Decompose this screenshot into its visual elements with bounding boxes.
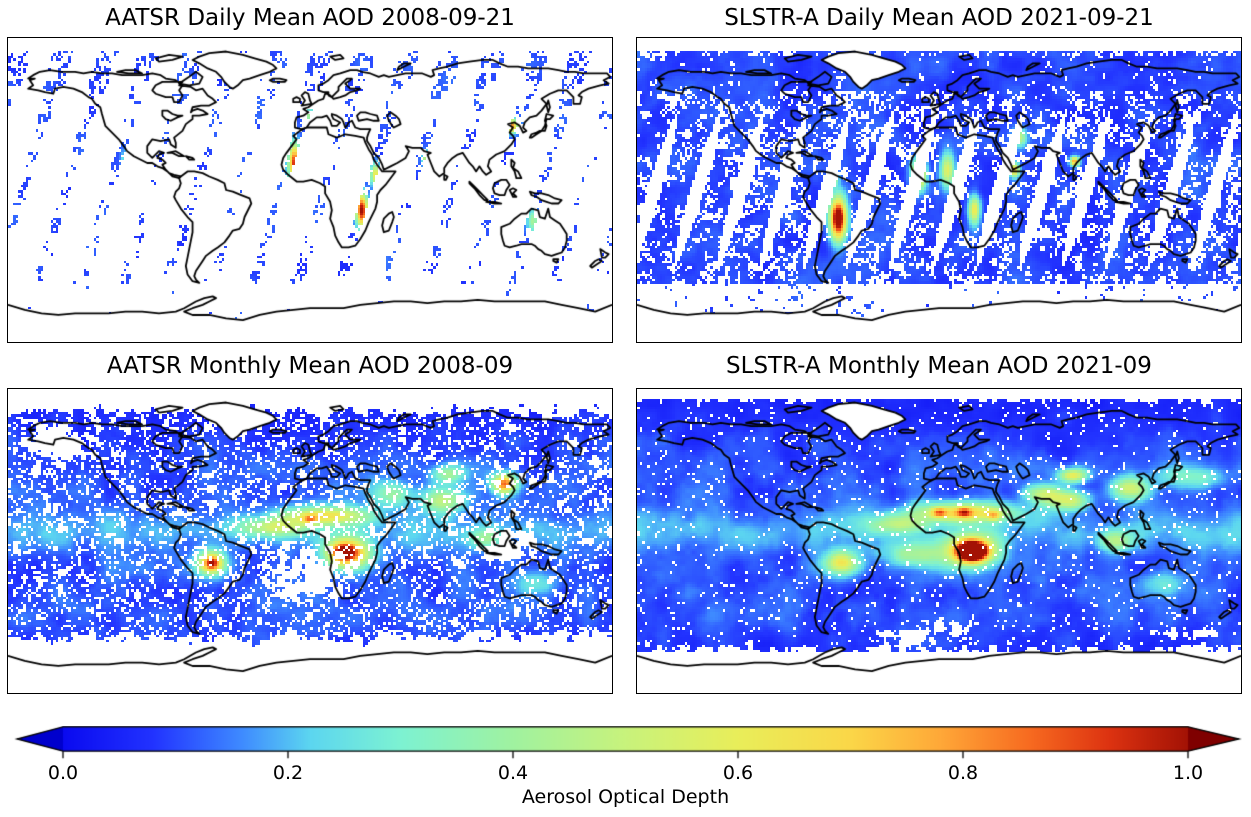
map-coast-slstr-daily xyxy=(637,38,1241,342)
panel-title-aatsr-monthly: AATSR Monthly Mean AOD 2008-09 xyxy=(106,353,514,379)
panel-title-slstr-daily: SLSTR-A Daily Mean AOD 2021-09-21 xyxy=(724,5,1154,31)
map-coast-slstr-monthly xyxy=(637,389,1241,693)
colorbar-canvas xyxy=(14,726,1242,760)
colorbar-tick-label: 1.0 xyxy=(1172,762,1204,784)
panel-title-slstr-monthly: SLSTR-A Monthly Mean AOD 2021-09 xyxy=(726,353,1152,379)
colorbar-tick-label: 0.8 xyxy=(947,762,979,784)
map-coast-aatsr-monthly xyxy=(8,389,612,693)
colorbar-tick-label: 0.2 xyxy=(272,762,304,784)
colorbar-axis-label: Aerosol Optical Depth xyxy=(521,786,730,808)
map-panel-aatsr-monthly xyxy=(7,388,613,694)
colorbar-tick-label: 0.6 xyxy=(722,762,754,784)
colorbar-tick-label: 0.4 xyxy=(497,762,529,784)
map-coast-aatsr-daily xyxy=(8,38,612,342)
map-panel-aatsr-daily xyxy=(7,37,613,343)
panel-title-aatsr-daily: AATSR Daily Mean AOD 2008-09-21 xyxy=(105,5,515,31)
map-panel-slstr-monthly xyxy=(636,388,1242,694)
map-panel-slstr-daily xyxy=(636,37,1242,343)
colorbar-tick-label: 0.0 xyxy=(47,762,79,784)
